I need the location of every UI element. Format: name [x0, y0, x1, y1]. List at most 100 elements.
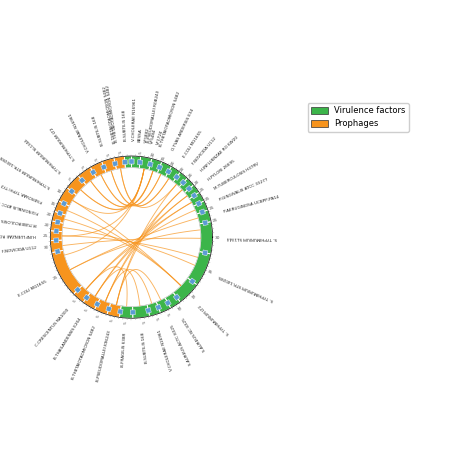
Polygon shape — [106, 306, 112, 312]
Text: 10: 10 — [55, 189, 62, 195]
Text: 30: 30 — [214, 236, 220, 240]
Text: 25: 25 — [212, 218, 219, 223]
Text: P.GINGIVALIS ATCC 33277: P.GINGIVALIS ATCC 33277 — [219, 178, 269, 202]
Text: V.CHOLERAE N16961: V.CHOLERAE N16961 — [157, 328, 174, 370]
Polygon shape — [199, 209, 205, 215]
Polygon shape — [164, 300, 171, 306]
Wedge shape — [189, 192, 204, 206]
Text: 20: 20 — [187, 171, 194, 178]
Text: V.CHOLERAE N16961: V.CHOLERAE N16961 — [132, 98, 137, 142]
Text: 5: 5 — [165, 313, 170, 317]
Text: B.THETAIOTAOMICRON 5482: B.THETAIOTAOMICRON 5482 — [160, 90, 182, 147]
Wedge shape — [199, 222, 212, 254]
Text: 15: 15 — [161, 154, 166, 161]
Text: 20: 20 — [46, 212, 52, 218]
Text: 5: 5 — [66, 176, 71, 181]
Text: F.NOVICIDA U112: F.NOVICIDA U112 — [1, 247, 36, 254]
Text: S.AUREUS ACTC 8325: S.AUREUS ACTC 8325 — [170, 323, 192, 365]
Polygon shape — [147, 161, 153, 167]
Wedge shape — [55, 201, 69, 215]
Text: B.SUBTILIS 168: B.SUBTILIS 168 — [123, 110, 128, 142]
Wedge shape — [184, 185, 199, 199]
Polygon shape — [189, 278, 196, 285]
Text: 5: 5 — [154, 317, 159, 321]
Wedge shape — [78, 167, 96, 185]
Polygon shape — [68, 188, 75, 195]
Text: C.CRESCENTUS NA1000: C.CRESCENTUS NA1000 — [35, 308, 70, 348]
Text: 15: 15 — [49, 201, 56, 207]
Wedge shape — [197, 210, 211, 224]
Text: 5: 5 — [91, 158, 96, 162]
Polygon shape — [129, 159, 134, 164]
Text: E.COLI MG1655: E.COLI MG1655 — [182, 130, 203, 158]
Text: 25: 25 — [53, 274, 59, 281]
Text: 5: 5 — [110, 319, 114, 322]
Wedge shape — [165, 166, 180, 182]
Polygon shape — [191, 192, 198, 199]
Text: BESSA: BESSA — [138, 128, 143, 142]
Wedge shape — [193, 201, 208, 214]
Polygon shape — [54, 229, 59, 234]
Text: O.TVAS ANDERSIS E34: O.TVAS ANDERSIS E34 — [171, 109, 195, 152]
Polygon shape — [79, 177, 85, 184]
Polygon shape — [155, 304, 162, 310]
Text: VF1724: VF1724 — [156, 130, 164, 146]
Text: 20: 20 — [180, 165, 186, 172]
Polygon shape — [57, 210, 63, 216]
Polygon shape — [83, 294, 90, 301]
Polygon shape — [55, 219, 61, 225]
Legend: Virulence factors, Prophages: Virulence factors, Prophages — [308, 103, 409, 132]
Text: P.SEROVAR TYPHI TY2: P.SEROVAR TYPHI TY2 — [1, 182, 44, 202]
Polygon shape — [180, 179, 187, 186]
Text: 20: 20 — [171, 159, 177, 166]
Polygon shape — [118, 309, 123, 314]
Text: S.TYPHIMURIUM LT2: S.TYPHIMURIUM LT2 — [50, 125, 77, 161]
Text: 5: 5 — [116, 151, 120, 154]
Text: B.FRAGILIS 638R: B.FRAGILIS 638R — [121, 333, 127, 367]
Text: 5: 5 — [123, 321, 128, 324]
Wedge shape — [188, 252, 211, 285]
Wedge shape — [59, 188, 76, 206]
Text: B.THAILANDENSIS E264: B.THAILANDENSIS E264 — [54, 317, 83, 361]
Text: VF5882: VF5882 — [145, 127, 151, 143]
Polygon shape — [195, 200, 202, 207]
Text: B.THETAIOTAOMICRON 5482: B.THETAIOTAOMICRON 5482 — [106, 85, 119, 143]
Text: 5: 5 — [139, 151, 143, 154]
Text: V.CHOLERAE N16961: V.CHOLERAE N16961 — [69, 111, 91, 152]
Polygon shape — [74, 287, 81, 293]
Text: 25: 25 — [205, 196, 211, 202]
Text: S. TYPHIMURIUM SL1344: S. TYPHIMURIUM SL1344 — [227, 236, 277, 240]
Wedge shape — [102, 158, 117, 172]
Wedge shape — [139, 157, 152, 170]
Wedge shape — [50, 240, 64, 253]
Wedge shape — [90, 162, 106, 178]
Wedge shape — [173, 172, 187, 187]
Text: 5: 5 — [79, 165, 83, 170]
Polygon shape — [100, 164, 107, 170]
Polygon shape — [130, 310, 135, 315]
Wedge shape — [165, 293, 180, 308]
Text: H.PYLORI 26695: H.PYLORI 26695 — [207, 158, 236, 181]
Text: B.THETAIOTAOMICRON 5482: B.THETAIOTAOMICRON 5482 — [72, 325, 97, 380]
Wedge shape — [119, 306, 133, 318]
Wedge shape — [73, 286, 90, 302]
Text: 20: 20 — [44, 223, 50, 227]
Polygon shape — [173, 294, 180, 301]
Text: B.SUBTILIS 168: B.SUBTILIS 168 — [141, 332, 149, 363]
Wedge shape — [157, 162, 172, 177]
Wedge shape — [147, 302, 161, 316]
Wedge shape — [52, 250, 82, 294]
Text: 35: 35 — [206, 269, 213, 275]
Polygon shape — [137, 160, 143, 165]
Text: S.TYPHIMURIUM STR.14028S: S.TYPHIMURIUM STR.14028S — [0, 154, 51, 188]
Text: 20: 20 — [193, 179, 201, 185]
Text: 5: 5 — [140, 321, 144, 324]
Polygon shape — [55, 249, 60, 254]
Wedge shape — [133, 305, 150, 318]
Wedge shape — [124, 156, 131, 168]
Text: B.THETAIOTAOMICRON 5482: B.THETAIOTAOMICRON 5482 — [103, 85, 117, 143]
Text: 25: 25 — [209, 206, 216, 212]
Text: F.NOVICIDA U112: F.NOVICIDA U112 — [192, 136, 218, 165]
Text: P.AERUGINOSA UCBPP-PA14: P.AERUGINOSA UCBPP-PA14 — [223, 195, 280, 214]
Polygon shape — [90, 169, 97, 176]
